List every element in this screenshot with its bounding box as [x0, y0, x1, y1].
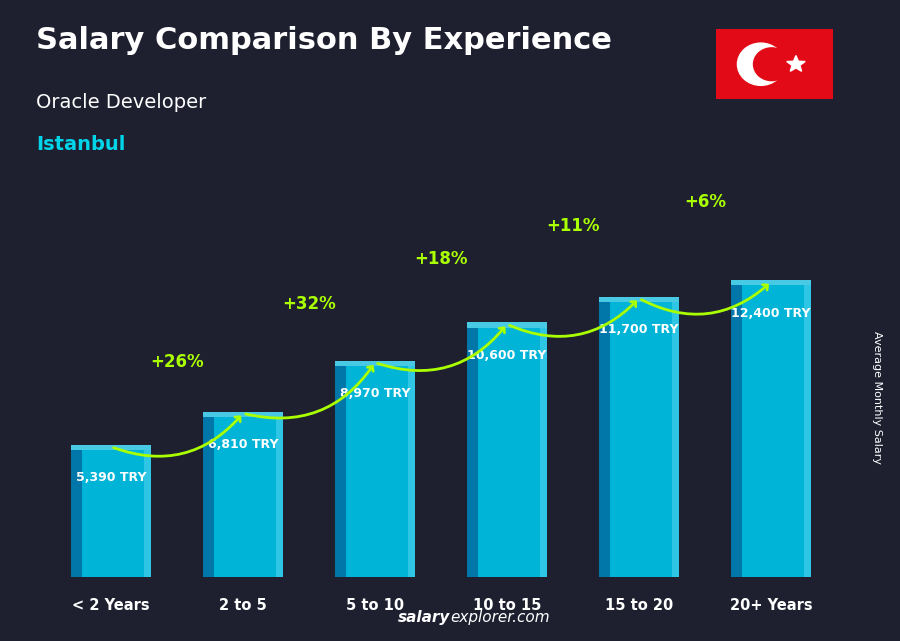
Polygon shape [732, 285, 811, 577]
Polygon shape [732, 285, 742, 577]
Text: 2 to 5: 2 to 5 [219, 598, 267, 613]
Text: Oracle Developer: Oracle Developer [36, 93, 206, 112]
Polygon shape [599, 297, 679, 302]
Text: +11%: +11% [546, 217, 599, 235]
Text: +26%: +26% [150, 353, 203, 371]
Polygon shape [467, 328, 478, 577]
Polygon shape [71, 450, 150, 577]
Text: 10 to 15: 10 to 15 [472, 598, 541, 613]
Polygon shape [203, 412, 283, 417]
Text: 20+ Years: 20+ Years [730, 598, 813, 613]
Text: +18%: +18% [414, 250, 468, 268]
Polygon shape [276, 417, 283, 577]
Polygon shape [144, 450, 150, 577]
Text: 12,400 TRY: 12,400 TRY [731, 306, 811, 320]
Polygon shape [203, 417, 213, 577]
Text: 6,810 TRY: 6,810 TRY [208, 438, 278, 451]
Text: 5,390 TRY: 5,390 TRY [76, 471, 146, 485]
Text: 8,970 TRY: 8,970 TRY [340, 387, 410, 400]
Polygon shape [203, 417, 283, 577]
Polygon shape [787, 56, 806, 71]
Polygon shape [336, 361, 415, 366]
Text: 5 to 10: 5 to 10 [346, 598, 404, 613]
Text: salary: salary [398, 610, 450, 625]
Polygon shape [71, 445, 150, 450]
Text: 10,600 TRY: 10,600 TRY [467, 349, 546, 362]
Polygon shape [540, 328, 546, 577]
Polygon shape [732, 280, 811, 285]
Polygon shape [467, 322, 546, 328]
Text: < 2 Years: < 2 Years [72, 598, 149, 613]
Polygon shape [71, 450, 82, 577]
Text: +32%: +32% [282, 296, 336, 313]
Text: 15 to 20: 15 to 20 [605, 598, 673, 613]
Text: 11,700 TRY: 11,700 TRY [599, 323, 679, 336]
Polygon shape [409, 366, 415, 577]
Polygon shape [805, 285, 811, 577]
Polygon shape [467, 328, 546, 577]
Polygon shape [336, 366, 346, 577]
Polygon shape [599, 302, 609, 577]
Polygon shape [336, 366, 415, 577]
Polygon shape [672, 302, 679, 577]
Text: Istanbul: Istanbul [36, 135, 125, 154]
Circle shape [753, 48, 790, 81]
Text: Average Monthly Salary: Average Monthly Salary [872, 331, 883, 464]
Text: +6%: +6% [684, 194, 726, 212]
Circle shape [737, 43, 784, 85]
Text: explorer.com: explorer.com [450, 610, 550, 625]
Polygon shape [599, 302, 679, 577]
Text: Salary Comparison By Experience: Salary Comparison By Experience [36, 26, 612, 54]
